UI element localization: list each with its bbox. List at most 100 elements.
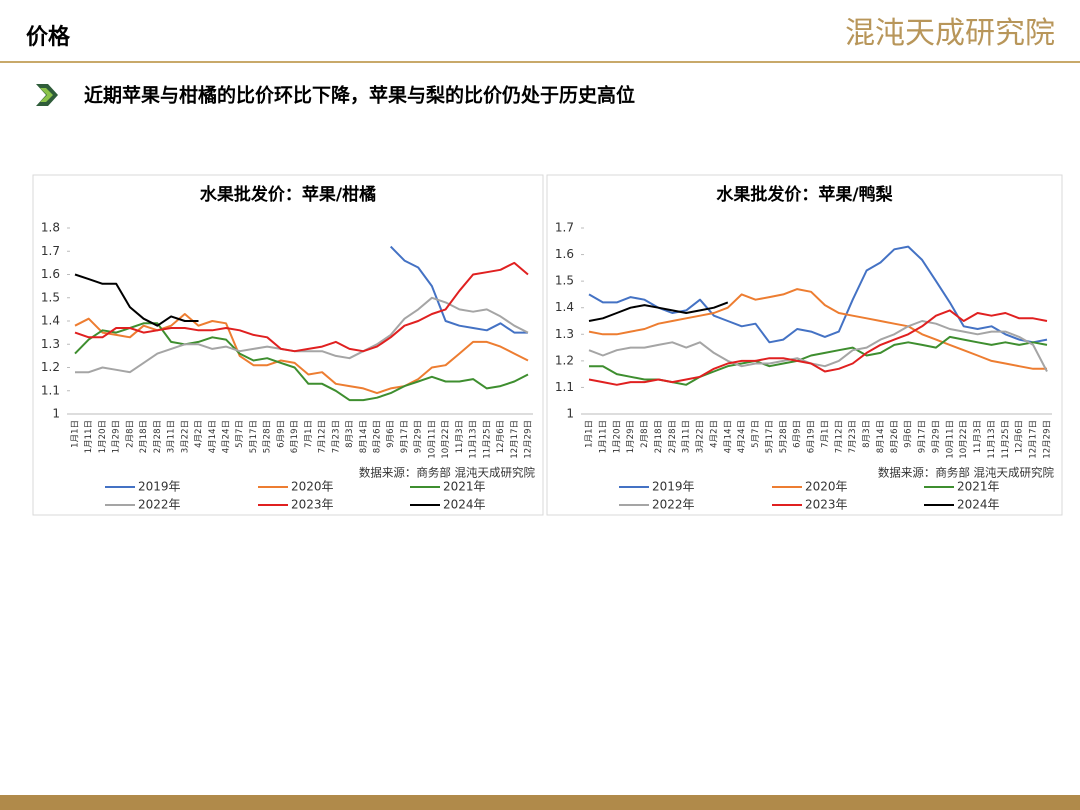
series-line — [588, 301, 729, 322]
y-tick-label: 1.1 — [41, 383, 60, 397]
x-tick-label: 7月1日 — [820, 420, 830, 448]
legend-label: 2022年 — [652, 498, 695, 512]
x-tick-label: 7月12日 — [834, 420, 844, 453]
x-tick-label: 4月14日 — [208, 420, 218, 453]
header-rule — [0, 61, 1080, 63]
x-tick-label: 6月19日 — [290, 420, 300, 453]
x-tick-label: 2月28日 — [153, 420, 163, 453]
x-tick-label: 12月29日 — [524, 420, 534, 459]
y-tick-label: 1.4 — [555, 300, 574, 314]
x-tick-label: 12月17日 — [510, 420, 520, 459]
x-tick-label: 1月29日 — [112, 420, 122, 453]
series-line — [588, 320, 1048, 372]
x-tick-label: 2月8日 — [125, 420, 135, 448]
source: 数据来源：商务部 混沌天成研究院 — [359, 466, 536, 480]
x-tick-label: 6月19日 — [807, 420, 817, 453]
series-line — [75, 296, 529, 374]
x-tick-label: 12月17日 — [1029, 420, 1039, 459]
x-tick-label: 7月12日 — [318, 420, 328, 453]
header-title: 价格 — [26, 24, 71, 50]
y-tick-label: 1.3 — [555, 327, 574, 341]
x-tick-label: 12月29日 — [1043, 420, 1053, 459]
legend-label: 2021年 — [957, 480, 1000, 494]
x-tick-label: 4月14日 — [723, 420, 733, 453]
x-tick-label: 1月1日 — [585, 420, 595, 448]
chart-title: 水果批发价：苹果/柑橘 — [200, 184, 376, 205]
x-tick-label: 11月13日 — [987, 420, 997, 459]
series-line — [588, 245, 1048, 344]
legend-label: 2020年 — [291, 480, 334, 494]
legend-label: 2022年 — [138, 498, 181, 512]
x-tick-label: 10月22日 — [441, 420, 451, 459]
x-tick-label: 6月9日 — [793, 420, 803, 448]
x-tick-label: 10月11日 — [945, 420, 955, 459]
x-tick-label: 12月6日 — [1015, 420, 1025, 453]
series-line — [74, 313, 529, 395]
bullet-icon-inner — [40, 88, 53, 102]
y-tick-label: 1.2 — [41, 360, 60, 374]
x-tick-label: 4月24日 — [737, 420, 747, 453]
x-tick-label: 3月22日 — [696, 420, 706, 453]
x-tick-label: 3月11日 — [167, 420, 177, 453]
x-tick-label: 1月20日 — [98, 420, 108, 453]
x-tick-label: 11月25日 — [1001, 420, 1011, 459]
legend-label: 2023年 — [291, 498, 334, 512]
y-tick-label: 1.8 — [41, 221, 60, 235]
y-tick-label: 1.1 — [555, 380, 574, 394]
x-tick-label: 11月3日 — [455, 420, 465, 453]
series-line — [588, 288, 1047, 370]
legend-label: 2020年 — [805, 480, 848, 494]
x-tick-label: 8月26日 — [373, 420, 383, 453]
y-tick-label: 1.3 — [41, 337, 60, 351]
x-tick-label: 8月14日 — [876, 420, 886, 453]
x-tick-label: 5月17日 — [765, 420, 775, 453]
y-tick-label: 1.6 — [555, 247, 574, 261]
x-tick-label: 5月7日 — [235, 420, 245, 448]
x-tick-label: 2月8日 — [640, 420, 650, 448]
x-tick-label: 11月3日 — [973, 420, 983, 453]
x-tick-label: 9月6日 — [904, 420, 914, 448]
x-tick-label: 5月17日 — [249, 420, 259, 453]
x-tick-label: 11月13日 — [469, 420, 479, 459]
x-tick-label: 7月23日 — [331, 420, 341, 453]
x-tick-label: 3月11日 — [682, 420, 692, 453]
y-tick-label: 1.7 — [555, 221, 574, 235]
x-tick-label: 10月11日 — [427, 420, 437, 459]
series-line — [389, 245, 528, 334]
x-tick-label: 9月17日 — [918, 420, 928, 453]
source: 数据来源：商务部 混沌天成研究院 — [878, 466, 1055, 480]
x-tick-label: 12月6日 — [496, 420, 506, 453]
x-tick-label: 5月28日 — [779, 420, 789, 453]
x-tick-label: 2月28日 — [668, 420, 678, 453]
legend-label: 2019年 — [138, 480, 181, 494]
x-tick-label: 8月26日 — [890, 420, 900, 453]
x-tick-label: 3月22日 — [180, 420, 190, 453]
x-tick-label: 10月22日 — [959, 420, 969, 459]
x-tick-label: 1月29日 — [626, 420, 636, 453]
x-tick-label: 7月23日 — [848, 420, 858, 453]
y-tick-label: 1 — [566, 407, 574, 421]
x-tick-label: 4月2日 — [194, 420, 204, 448]
series-line — [74, 261, 529, 353]
x-tick-label: 5月7日 — [751, 420, 761, 448]
x-tick-label: 8月3日 — [345, 420, 355, 448]
x-tick-label: 9月29日 — [414, 420, 424, 453]
chart-frame — [32, 174, 544, 516]
x-tick-label: 9月6日 — [386, 420, 396, 448]
x-tick-label: 8月3日 — [862, 420, 872, 448]
x-tick-label: 7月1日 — [304, 420, 314, 448]
chart-title: 水果批发价：苹果/鸭梨 — [716, 184, 893, 205]
x-tick-label: 1月1日 — [71, 420, 81, 448]
x-tick-label: 2月18日 — [139, 420, 149, 453]
x-tick-label: 6月9日 — [276, 420, 286, 448]
legend-label: 2023年 — [805, 498, 848, 512]
x-tick-label: 4月2日 — [709, 420, 719, 448]
series-line — [588, 309, 1048, 386]
y-tick-label: 1 — [52, 407, 60, 421]
y-tick-label: 1.7 — [41, 244, 60, 258]
x-tick-label: 1月20日 — [612, 420, 622, 453]
logo: 混沌天成研究院 — [845, 16, 1055, 51]
y-tick-label: 1.5 — [41, 290, 60, 304]
